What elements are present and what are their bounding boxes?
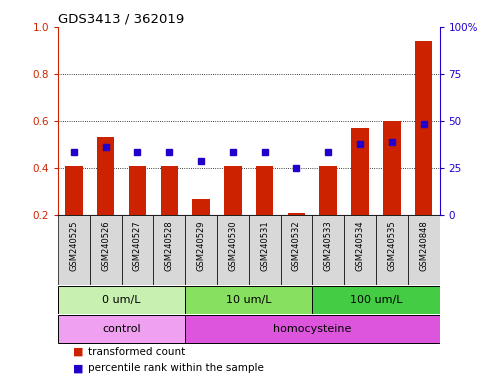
Text: GSM240527: GSM240527 <box>133 221 142 271</box>
Text: GSM240531: GSM240531 <box>260 221 269 271</box>
Bar <box>351 128 369 262</box>
Bar <box>154 215 185 285</box>
Bar <box>256 166 273 262</box>
Bar <box>58 315 185 343</box>
Bar <box>344 215 376 285</box>
Text: GSM240528: GSM240528 <box>165 221 174 271</box>
Text: 100 um/L: 100 um/L <box>350 295 402 305</box>
Text: homocysteine: homocysteine <box>273 324 352 334</box>
Text: GSM240534: GSM240534 <box>355 221 365 271</box>
Bar <box>128 166 146 262</box>
Bar <box>160 166 178 262</box>
Bar <box>65 166 83 262</box>
Bar <box>376 215 408 285</box>
Bar <box>319 166 337 262</box>
Bar <box>249 215 281 285</box>
Bar <box>288 213 305 262</box>
Text: GSM240526: GSM240526 <box>101 221 110 271</box>
Bar <box>313 215 344 285</box>
Text: transformed count: transformed count <box>88 347 186 357</box>
Bar <box>185 315 440 343</box>
Text: GSM240532: GSM240532 <box>292 221 301 271</box>
Bar <box>192 199 210 262</box>
Text: GDS3413 / 362019: GDS3413 / 362019 <box>58 13 184 26</box>
Text: ■: ■ <box>73 363 84 373</box>
Bar <box>313 286 440 314</box>
Bar <box>185 286 313 314</box>
Text: GSM240535: GSM240535 <box>387 221 397 271</box>
Text: GSM240533: GSM240533 <box>324 221 333 271</box>
Bar <box>90 215 122 285</box>
Text: GSM240525: GSM240525 <box>70 221 78 271</box>
Bar <box>408 215 440 285</box>
Bar <box>97 137 114 262</box>
Text: ■: ■ <box>73 347 84 357</box>
Text: percentile rank within the sample: percentile rank within the sample <box>88 363 264 373</box>
Bar <box>58 286 185 314</box>
Text: 0 um/L: 0 um/L <box>102 295 141 305</box>
Bar <box>217 215 249 285</box>
Bar <box>58 215 90 285</box>
Bar <box>383 121 400 262</box>
Bar <box>415 41 432 262</box>
Bar <box>185 215 217 285</box>
Text: GSM240848: GSM240848 <box>419 221 428 271</box>
Text: 10 um/L: 10 um/L <box>226 295 271 305</box>
Bar <box>281 215 313 285</box>
Text: GSM240529: GSM240529 <box>197 221 206 271</box>
Bar <box>224 166 242 262</box>
Text: GSM240530: GSM240530 <box>228 221 237 271</box>
Bar <box>122 215 154 285</box>
Text: control: control <box>102 324 141 334</box>
